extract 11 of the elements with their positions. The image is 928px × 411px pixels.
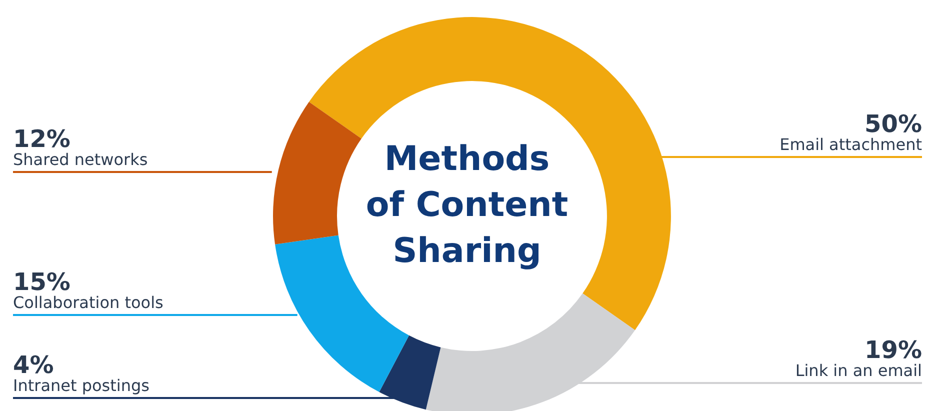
slice-label: Link in an email — [795, 361, 922, 380]
data-label: 15% — [13, 268, 70, 296]
text: Methods of Content Sharing — [364, 138, 570, 273]
slice-label: Collaboration tools — [13, 293, 164, 312]
data-label: 12% — [13, 125, 70, 153]
data-label: 4% — [13, 351, 54, 379]
slice-label: Shared networks — [13, 150, 148, 169]
data-label: 50% — [864, 110, 922, 138]
slice-label: Email attachment — [780, 135, 922, 154]
slice-label: Intranet postings — [13, 376, 150, 395]
data-label: 19% — [864, 336, 922, 364]
